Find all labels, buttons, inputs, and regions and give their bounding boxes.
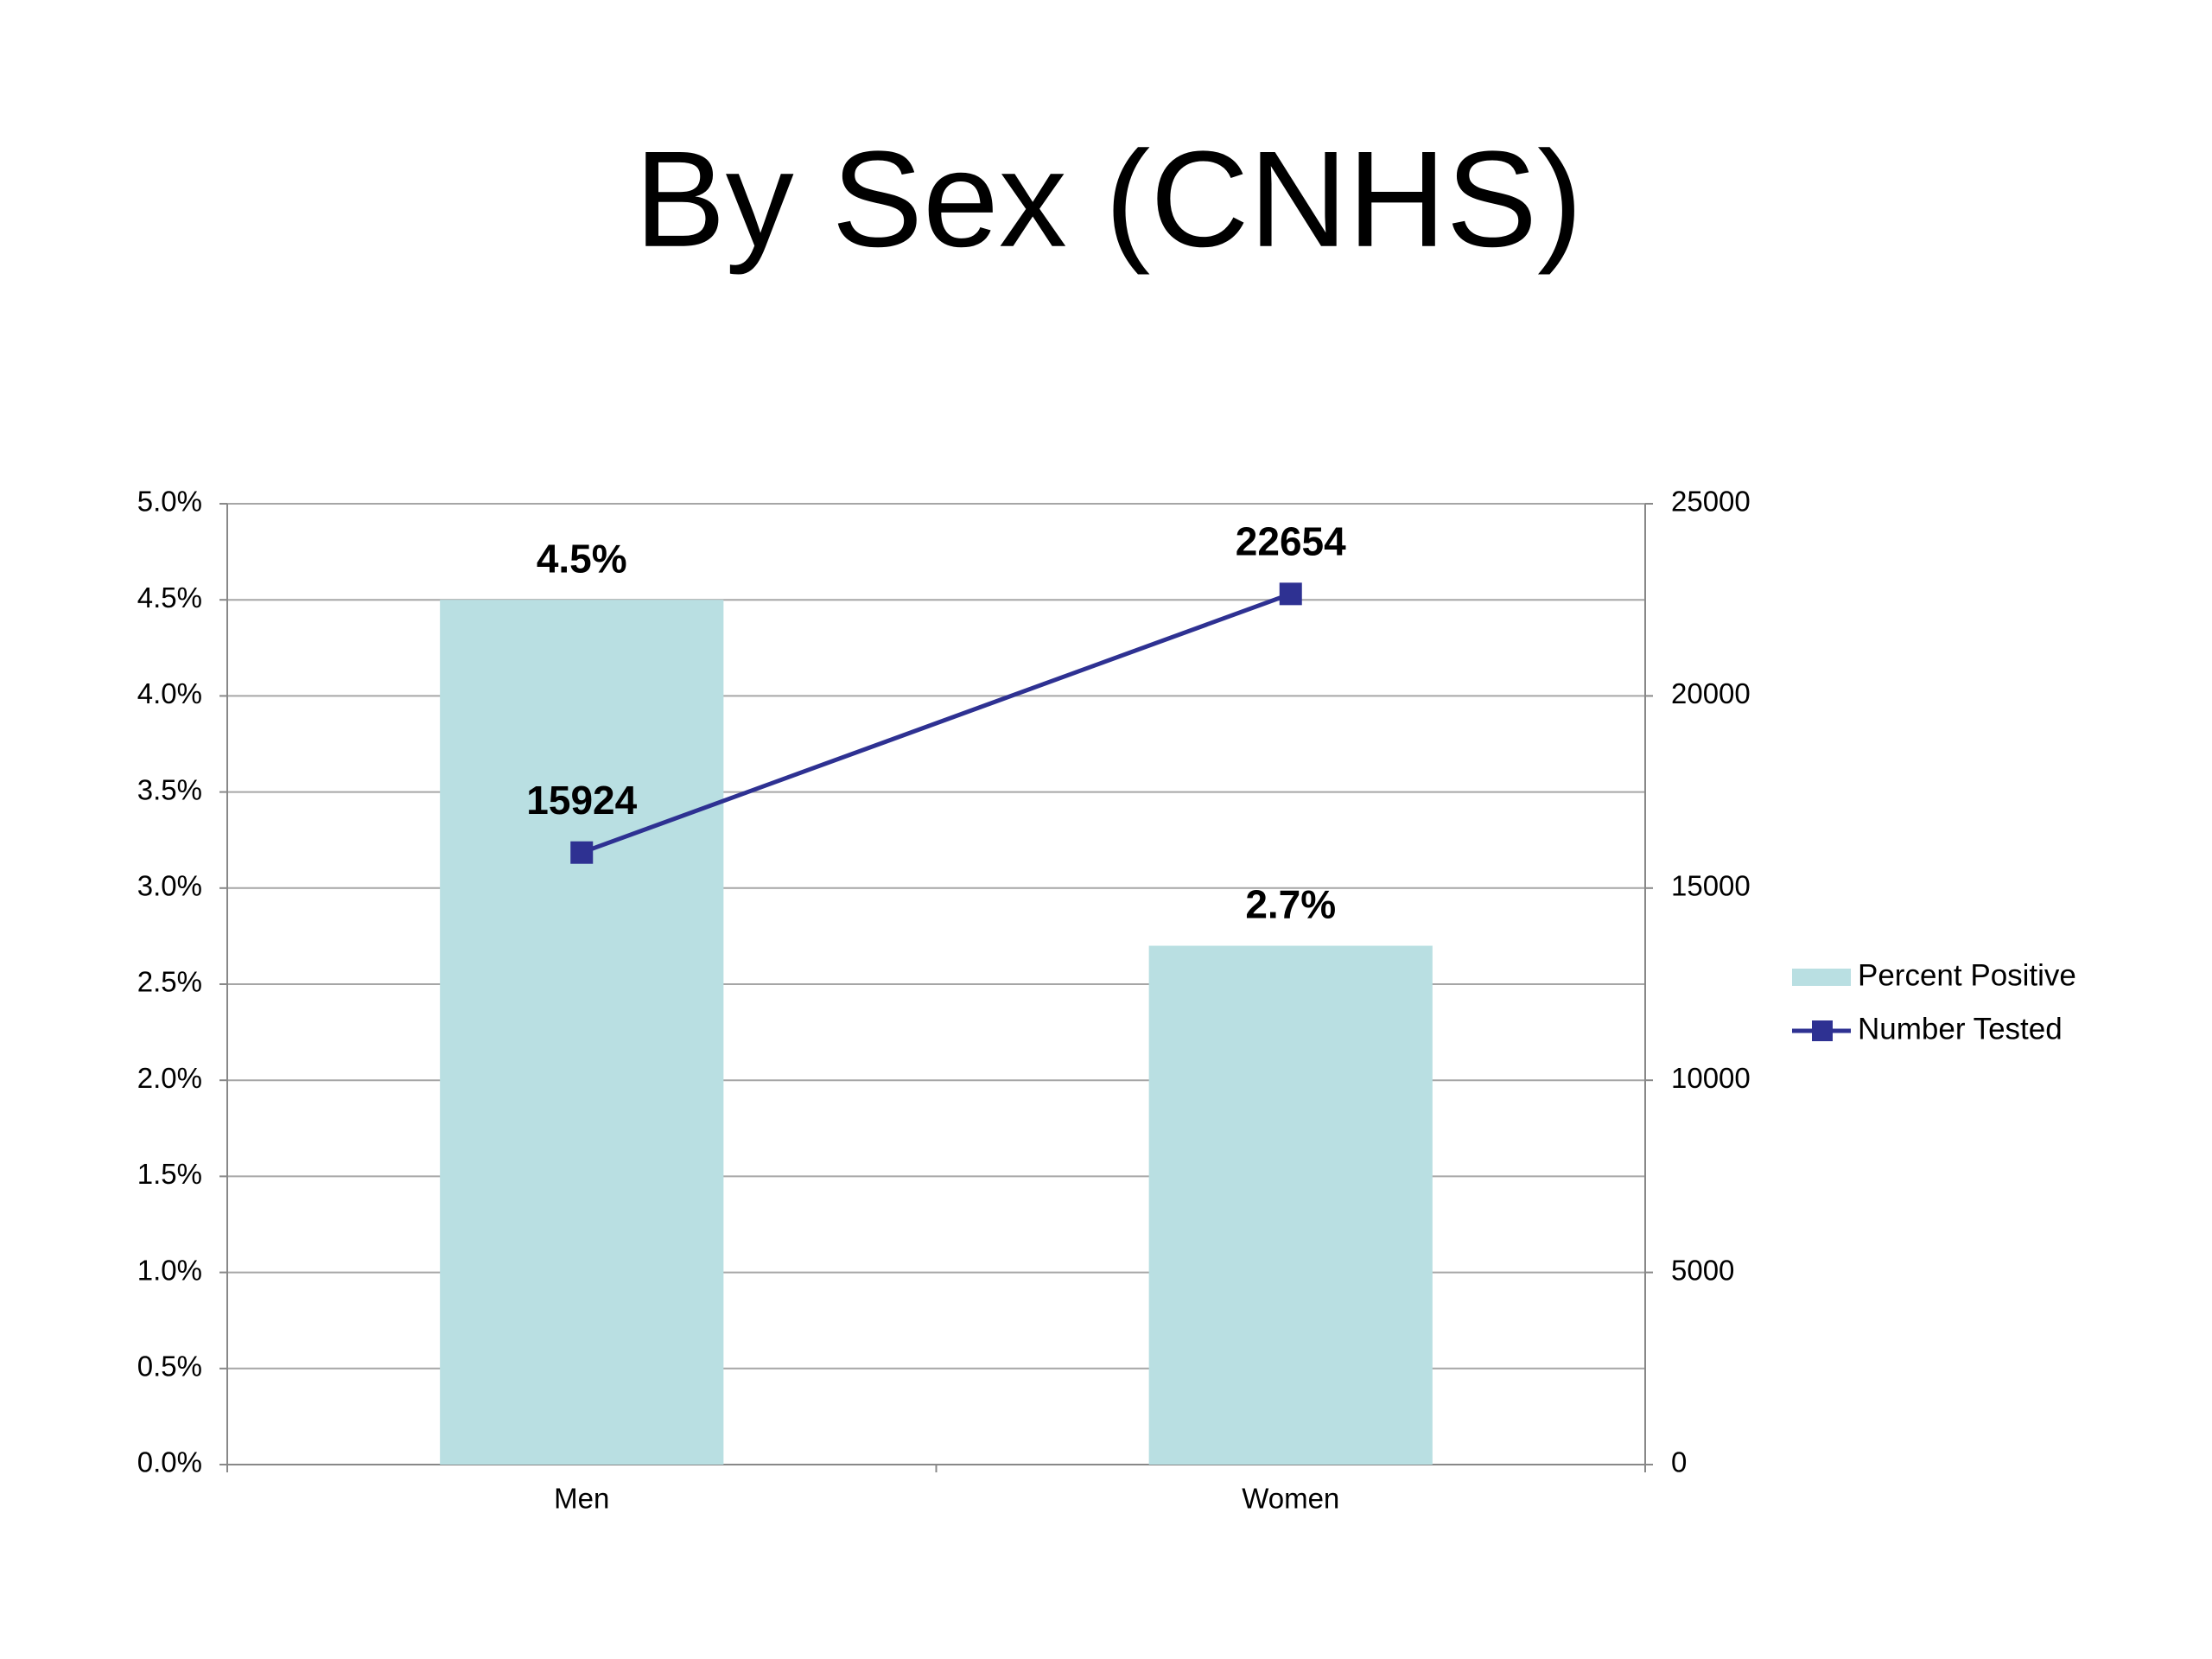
x-tick-label: Men [554, 1483, 609, 1515]
line-marker [570, 841, 594, 864]
y-tick-label: 2.5% [137, 966, 202, 998]
y2-tick-label: 0 [1671, 1446, 1687, 1478]
legend-swatch [1792, 969, 1851, 986]
y2-tick-label: 10000 [1671, 1062, 1751, 1094]
legend-label: Number Tested [1858, 1012, 2063, 1046]
line-marker [1279, 582, 1302, 606]
y-tick-label: 5.0% [137, 486, 202, 518]
y-tick-label: 2.0% [137, 1062, 202, 1094]
y-tick-label: 1.5% [137, 1158, 202, 1190]
data-label: 2.7% [1245, 882, 1336, 927]
legend-marker [1812, 1020, 1833, 1041]
y-tick-label: 4.0% [137, 677, 202, 709]
x-tick-label: Women [1242, 1483, 1339, 1515]
y-tick-label: 3.5% [137, 773, 202, 805]
y2-tick-label: 25000 [1671, 486, 1751, 518]
y-tick-label: 0.5% [137, 1351, 202, 1382]
data-label: 15924 [526, 778, 637, 823]
y2-tick-label: 5000 [1671, 1254, 1734, 1286]
data-label: 4.5% [537, 536, 627, 581]
bar [1148, 945, 1433, 1465]
chart-title: By Sex (CNHS) [634, 124, 1582, 276]
y2-tick-label: 15000 [1671, 870, 1751, 902]
bar [440, 600, 724, 1465]
y-tick-label: 1.0% [137, 1254, 202, 1286]
y-tick-label: 4.5% [137, 582, 202, 613]
y-tick-label: 0.0% [137, 1446, 202, 1478]
y-tick-label: 3.0% [137, 870, 202, 902]
line [581, 592, 1292, 855]
legend-label: Percent Positive [1858, 958, 2076, 992]
y2-tick-label: 20000 [1671, 677, 1751, 709]
data-label: 22654 [1236, 519, 1346, 564]
